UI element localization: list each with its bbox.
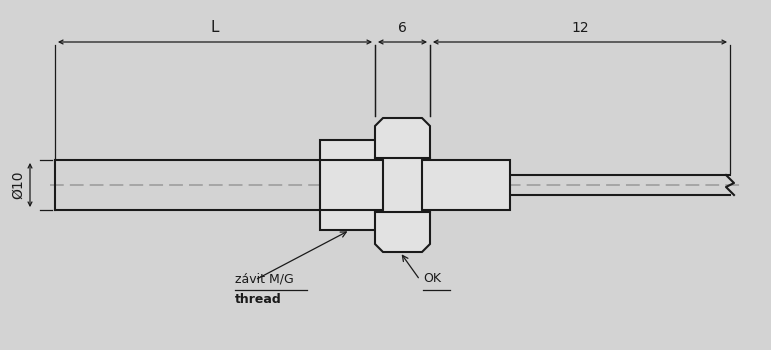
- Text: Ø10: Ø10: [11, 171, 25, 199]
- Text: OK: OK: [423, 272, 441, 285]
- Polygon shape: [375, 118, 430, 252]
- Text: 12: 12: [571, 21, 589, 35]
- Text: L: L: [210, 20, 219, 35]
- Bar: [420, 160, 510, 210]
- Text: 6: 6: [398, 21, 407, 35]
- Text: thread: thread: [235, 293, 281, 306]
- Text: závit M/G: závit M/G: [235, 272, 294, 285]
- Bar: [320, 140, 385, 230]
